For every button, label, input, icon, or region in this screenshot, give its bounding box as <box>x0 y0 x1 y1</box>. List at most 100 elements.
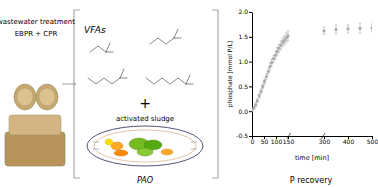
error-bar-group <box>323 27 325 34</box>
x-tick: 150 <box>283 136 295 145</box>
transporter <box>93 142 99 143</box>
x-tick-label: 300 <box>319 138 331 145</box>
molecule <box>150 29 181 44</box>
y-tick: -0.5 <box>236 132 252 139</box>
error-bar-group <box>371 24 372 32</box>
cell-membrane <box>94 130 196 162</box>
y-tick-label: 1.5 <box>238 33 248 40</box>
annotation: PAO <box>137 176 153 185</box>
error-bar-group <box>270 59 272 66</box>
y-axis-line <box>252 13 253 137</box>
y-tick-label: 0.5 <box>238 83 248 90</box>
data-point <box>272 57 275 60</box>
petri-dish-inner <box>17 88 33 106</box>
phb-store <box>137 148 153 156</box>
data-point <box>358 27 361 30</box>
data-point <box>286 34 289 37</box>
error-bar <box>335 25 337 34</box>
annotation: + <box>139 95 151 111</box>
polyp-granule <box>114 150 128 156</box>
error-bar <box>347 25 349 33</box>
bracket-right <box>212 10 218 178</box>
error-bar-group <box>253 106 255 109</box>
y-tick-mark <box>249 37 252 38</box>
error-bar-group <box>256 99 258 103</box>
x-tick-label: 100 <box>271 138 283 145</box>
y-tick: 0.0 <box>238 108 252 115</box>
data-point <box>370 26 372 29</box>
error-bar-group <box>347 25 349 33</box>
error-bar <box>256 99 258 103</box>
x-tick: 300 <box>319 136 331 145</box>
x-tick: 0 <box>251 136 255 145</box>
y-tick-mark <box>249 12 252 13</box>
x-tick: 100 <box>271 136 283 145</box>
transporter <box>191 142 197 143</box>
error-bar-group <box>269 63 271 70</box>
x-axis-title: time [min] <box>295 154 329 162</box>
annotation: wastewater treatment <box>0 18 75 26</box>
data-point <box>252 106 255 109</box>
data-point <box>277 47 280 50</box>
error-bar <box>287 31 289 41</box>
axis-break <box>321 133 325 139</box>
transporter <box>191 149 197 150</box>
error-bar <box>323 27 325 34</box>
bracket-left <box>74 10 80 178</box>
error-bar <box>254 103 256 107</box>
platform <box>5 132 65 166</box>
y-tick-label: 2.0 <box>238 8 248 15</box>
data-point <box>322 29 325 32</box>
x-tick-label: 150 <box>283 138 295 145</box>
platform-middle <box>9 115 61 135</box>
y-tick: 1.0 <box>238 58 252 65</box>
data-point <box>346 27 349 30</box>
error-bar <box>260 89 262 94</box>
y-axis: -0.5 0.0 0.5 1.0 1.5 2.0 <box>236 8 252 139</box>
error-bar-group <box>252 109 253 112</box>
error-bar-group <box>267 69 269 75</box>
figure: wastewater treatment EBPR + CPR VFAs + activ… <box>0 0 378 187</box>
annotation: VFAs <box>84 25 106 35</box>
y-tick-mark <box>249 111 252 112</box>
error-bar-group <box>359 23 361 33</box>
y-tick: 2.0 <box>238 8 252 15</box>
data-point <box>267 70 270 73</box>
illustration <box>5 10 218 178</box>
chart: 0 50100150 300 400 500 -0.5 0.0 0.5 1.0 1.5 2.0 tim… <box>226 8 378 162</box>
y-tick-label: -0.5 <box>236 132 248 139</box>
y-tick: 0.5 <box>238 83 252 90</box>
annotation: activated sludge <box>116 115 174 123</box>
error-bar-group <box>254 103 256 107</box>
x-tick: 50 <box>261 136 269 145</box>
data-point <box>270 61 273 64</box>
error-bar <box>359 23 361 33</box>
annotation: EBPR + CPR <box>15 30 58 38</box>
y-axis-title: phosphate [mmol P/L] <box>226 41 234 107</box>
data-point <box>256 99 259 102</box>
data-point <box>276 50 279 53</box>
data-point <box>265 75 268 78</box>
transporter <box>93 149 99 150</box>
cell <box>87 126 203 166</box>
error-bar-group <box>260 89 262 94</box>
molecule <box>90 43 113 52</box>
axis-break <box>287 133 291 139</box>
error-bar <box>267 69 269 75</box>
data-point <box>334 28 337 31</box>
annotation: P recovery <box>290 176 333 185</box>
petri-dish-inner <box>39 88 55 106</box>
error-bar-group <box>335 25 337 34</box>
y-tick-mark <box>249 86 252 87</box>
data-point <box>279 44 282 47</box>
x-axis: 0 50100150 300 400 500 <box>251 136 378 145</box>
x-tick: 500 <box>367 136 378 145</box>
data-point <box>263 80 266 83</box>
error-bar <box>253 106 255 109</box>
data-point <box>274 54 277 57</box>
data-point <box>260 90 263 93</box>
error-bar-group <box>287 31 289 41</box>
x-tick-label: 400 <box>343 138 355 145</box>
molecule <box>146 75 193 84</box>
data-point <box>258 94 261 97</box>
